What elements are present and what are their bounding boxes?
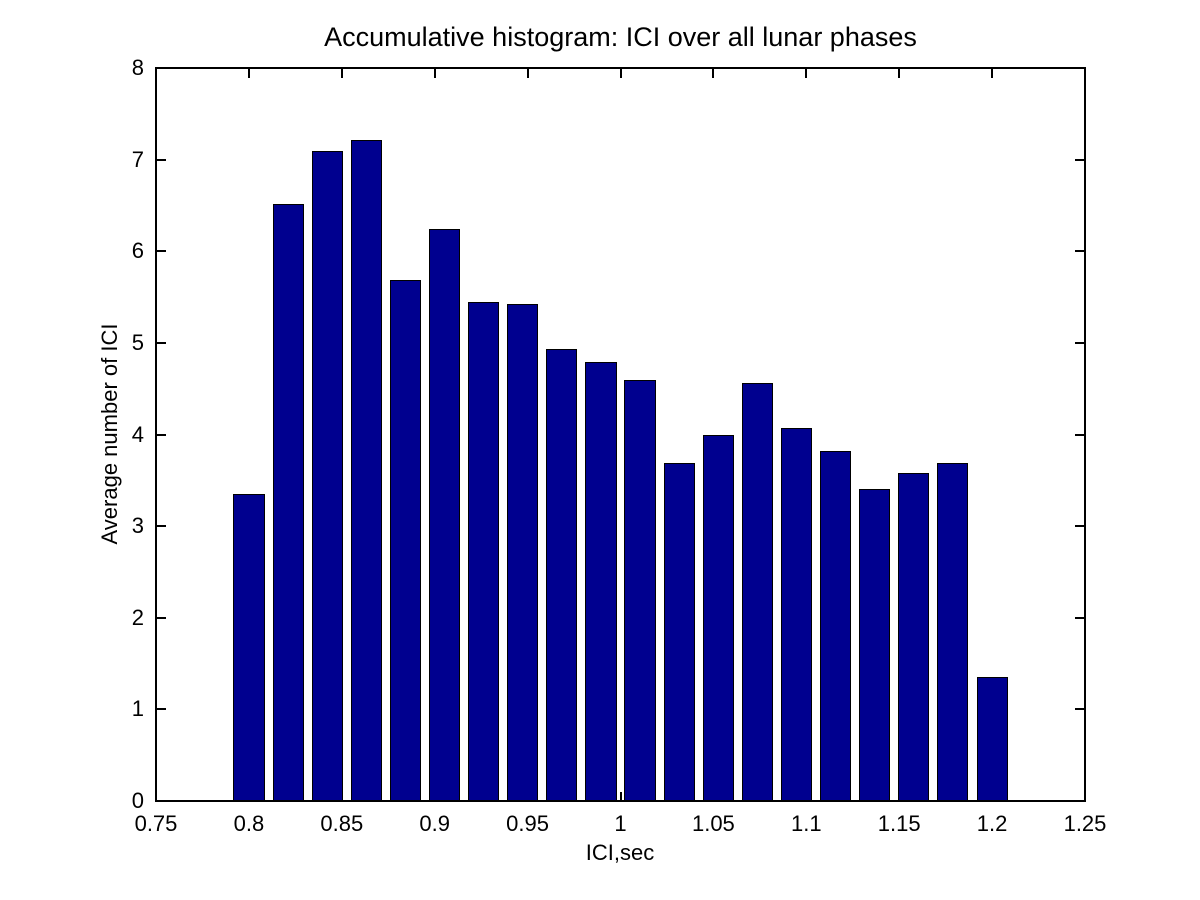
y-tick-right: [1075, 341, 1084, 344]
y-tick-label: 7: [131, 146, 144, 172]
x-tick-bottom: [1084, 792, 1086, 801]
y-tick-label: 1: [131, 696, 144, 722]
bar: [311, 150, 343, 801]
bar: [663, 462, 695, 801]
y-tick-left: [157, 800, 166, 802]
y-tick-label: 4: [131, 421, 144, 447]
bar: [937, 462, 969, 801]
x-tick-top: [991, 69, 994, 78]
x-tick-top: [340, 69, 343, 78]
x-tick-label: 1.1: [791, 811, 822, 836]
bar: [976, 677, 1008, 801]
y-tick-label: 2: [131, 604, 144, 630]
y-tick-right: [1075, 616, 1084, 619]
y-tick-label: 5: [131, 329, 144, 355]
y-tick-left: [157, 708, 166, 711]
bar: [741, 383, 774, 801]
bar: [507, 304, 539, 801]
x-tick-top: [712, 69, 715, 78]
bar: [428, 229, 461, 801]
y-tick-label: 8: [131, 55, 144, 80]
x-tick-top: [526, 69, 529, 78]
y-tick-right: [1075, 433, 1084, 436]
bar: [820, 451, 852, 801]
y-tick-left: [157, 616, 166, 619]
bar: [546, 349, 578, 801]
chart-title: Accumulative histogram: ICI over all lun…: [324, 22, 917, 52]
y-tick-left: [157, 67, 166, 69]
bar: [389, 279, 421, 801]
bar: [859, 488, 891, 801]
y-tick-label: 3: [131, 513, 144, 539]
x-tick-label: 0.9: [419, 811, 450, 836]
y-tick-left: [157, 433, 166, 436]
y-tick-right: [1075, 67, 1084, 69]
x-tick-label: 0.8: [233, 811, 265, 836]
y-tick-right: [1075, 525, 1084, 528]
bar: [467, 301, 500, 801]
x-tick-top: [805, 69, 808, 78]
x-tick-bottom: [619, 792, 622, 801]
x-axis-label: ICI,sec: [585, 840, 655, 865]
y-tick-left: [157, 341, 166, 344]
x-tick-label: 1.2: [976, 811, 1008, 836]
x-tick-label: 1: [614, 811, 627, 836]
y-tick-right: [1075, 708, 1084, 711]
bar: [272, 203, 304, 801]
x-tick-top: [1084, 69, 1086, 78]
x-tick-label: 1.25: [1063, 811, 1107, 836]
bar: [624, 380, 656, 801]
x-tick-top: [155, 69, 157, 78]
x-tick-label: 0.85: [320, 811, 364, 836]
x-tick-label: 0.95: [506, 811, 550, 836]
x-tick-top: [433, 69, 436, 78]
bar: [233, 494, 265, 801]
bar: [585, 362, 617, 801]
x-tick-top: [619, 69, 622, 78]
y-tick-right: [1075, 800, 1084, 802]
x-tick-label: 1.15: [877, 811, 921, 836]
y-tick-right: [1075, 158, 1084, 161]
x-tick-label: 0.75: [134, 811, 178, 836]
x-tick-top: [898, 69, 901, 78]
y-tick-left: [157, 250, 166, 253]
bar: [898, 473, 930, 801]
y-tick-label: 0: [131, 788, 144, 813]
x-tick-label: 1.05: [691, 811, 735, 836]
bar: [780, 428, 813, 801]
bar: [702, 434, 734, 801]
bar: [350, 140, 382, 801]
x-tick-top: [247, 69, 250, 78]
y-axis-label: Average number of ICI: [97, 323, 122, 545]
y-tick-label: 6: [131, 238, 144, 264]
y-tick-left: [157, 525, 166, 528]
y-tick-right: [1075, 250, 1084, 253]
y-tick-left: [157, 158, 166, 161]
